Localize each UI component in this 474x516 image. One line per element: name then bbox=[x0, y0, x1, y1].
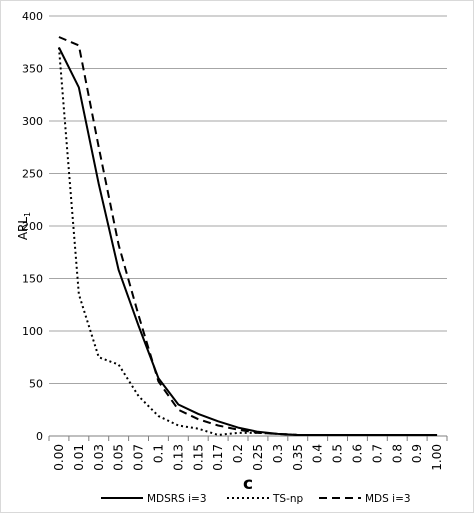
x-tick-label: 0.25 bbox=[251, 444, 265, 471]
x-tick-label: 0.35 bbox=[291, 444, 305, 471]
gridlines bbox=[49, 15, 447, 384]
y-tick-label: 200 bbox=[22, 220, 43, 233]
x-tick-label: 0.5 bbox=[331, 444, 345, 463]
y-tick-label: 250 bbox=[22, 168, 43, 181]
x-tick-label: 0.8 bbox=[390, 444, 404, 463]
x-axis-ticks: 0.00 0.01 0.03 0.05 0.07 0.1 0.13 0.15 0.17 0.2 0.… bbox=[48, 436, 448, 471]
x-tick-label: 0.6 bbox=[350, 444, 364, 463]
x-tick-label: 0.3 bbox=[271, 444, 285, 463]
y-tick-label: 350 bbox=[22, 63, 43, 76]
y-axis-label-subscript: 1 bbox=[23, 212, 32, 217]
y-axis-label: ARL1 bbox=[16, 212, 32, 240]
series-group bbox=[57, 36, 438, 436]
x-tick-label: 0.05 bbox=[112, 444, 126, 471]
y-tick-label: 100 bbox=[22, 325, 43, 338]
x-tick-label: 0.07 bbox=[132, 444, 146, 471]
legend-label-2: TS-np bbox=[272, 493, 304, 505]
y-tick-label: 50 bbox=[29, 378, 43, 391]
x-tick-label: 0.15 bbox=[191, 444, 205, 471]
x-tick-label: 0.7 bbox=[370, 444, 384, 463]
series-line-2 bbox=[57, 47, 438, 436]
legend-label-3: MDS i=3 bbox=[365, 493, 411, 505]
x-tick-label: 0.4 bbox=[311, 444, 325, 463]
y-axis-label-main: ARL bbox=[16, 217, 30, 241]
legend: MDSRS i=3 TS-np MDS i=3 bbox=[101, 493, 411, 505]
x-axis-label: c bbox=[243, 474, 253, 494]
x-tick-label: 0.03 bbox=[92, 444, 106, 471]
y-tick-label: 400 bbox=[22, 10, 43, 23]
legend-label-1: MDSRS i=3 bbox=[147, 493, 207, 505]
y-tick-label: 300 bbox=[22, 115, 43, 128]
y-axis-ticks: 0 50 100 150 200 250 300 350 400 bbox=[22, 10, 43, 443]
x-tick-label: 0.2 bbox=[231, 444, 245, 463]
x-tick-label: 0.01 bbox=[72, 444, 86, 471]
x-tick-label: 0.1 bbox=[151, 444, 165, 463]
x-tick-label: 1.00 bbox=[430, 444, 444, 471]
series-line-1 bbox=[58, 47, 438, 436]
x-tick-label: 0.00 bbox=[52, 444, 66, 471]
x-tick-label: 0.13 bbox=[171, 444, 185, 471]
x-tick-label: 0.9 bbox=[410, 444, 424, 463]
x-tick-label: 0.17 bbox=[211, 444, 225, 471]
y-tick-label: 150 bbox=[22, 273, 43, 286]
series-line-3 bbox=[58, 36, 438, 436]
y-tick-label: 0 bbox=[36, 430, 43, 443]
